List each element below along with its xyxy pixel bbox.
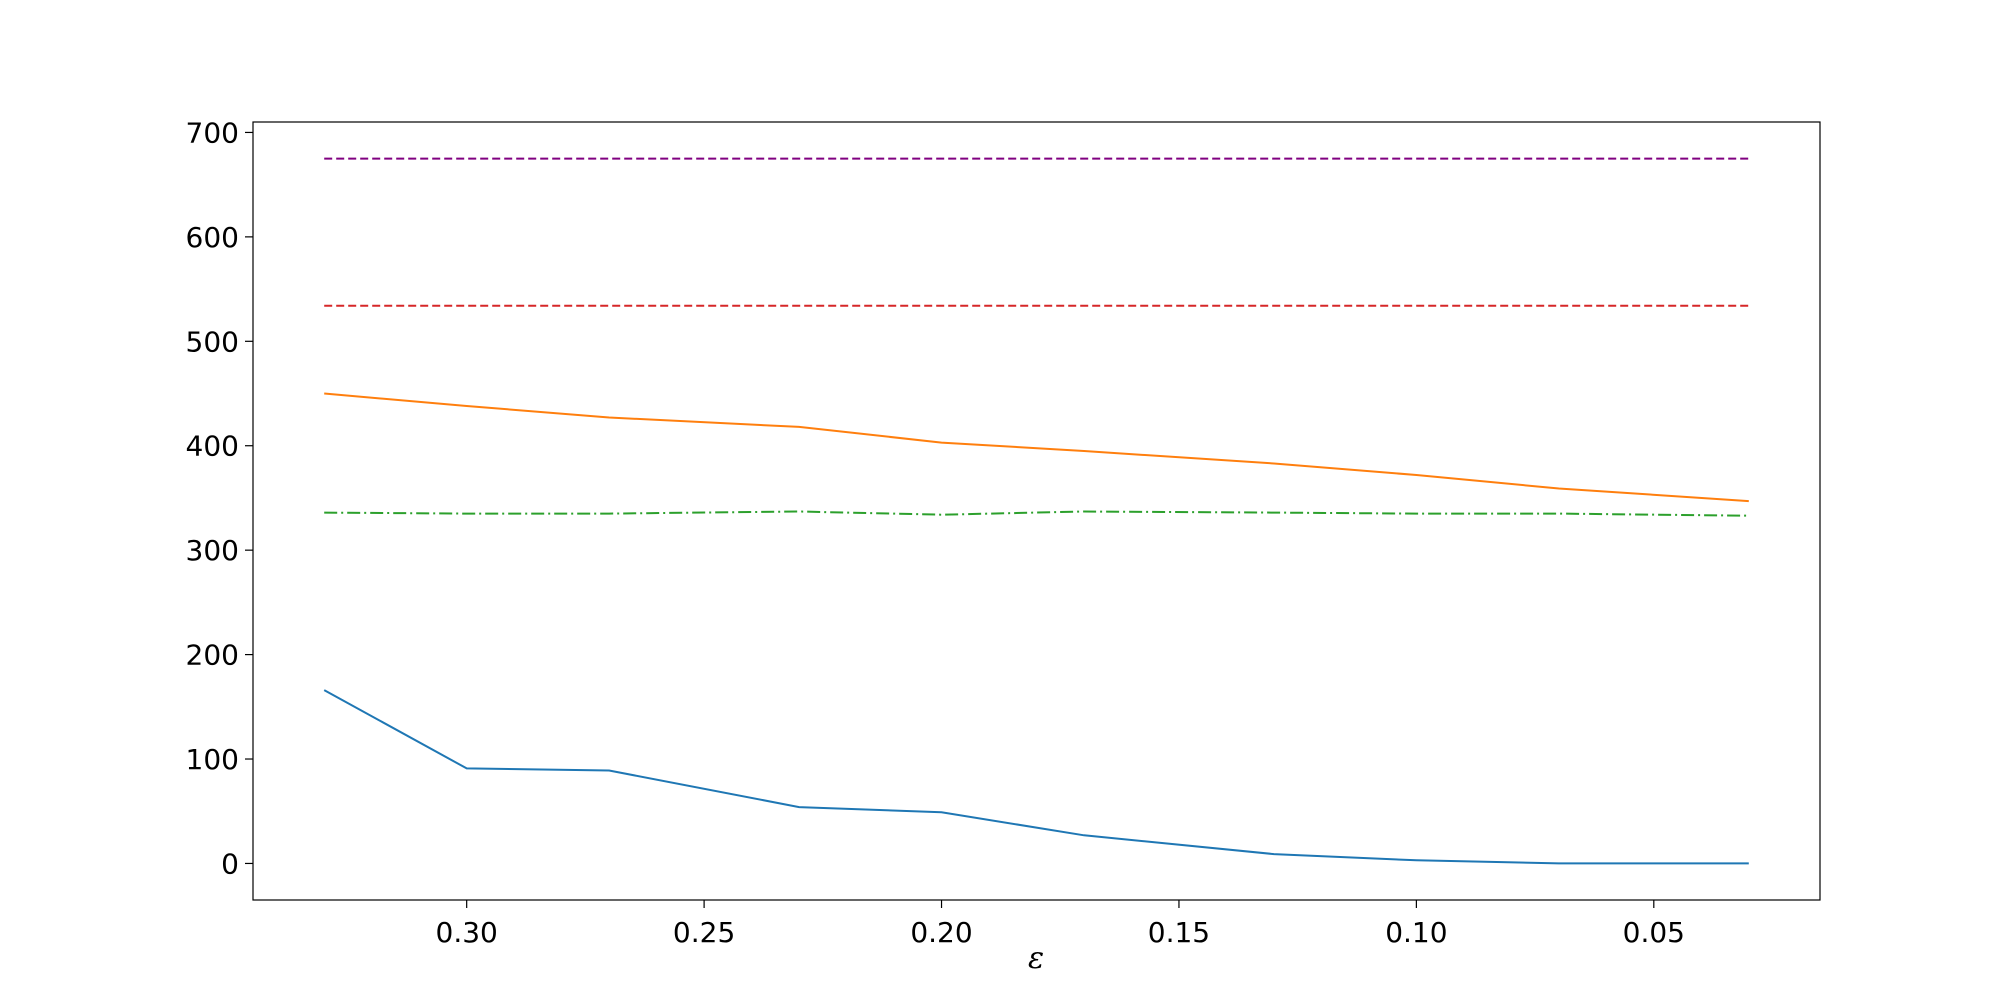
y-tick-label: 200 [186,639,239,672]
series-line-3 [324,510,1749,517]
series-layer [323,157,1749,865]
y-tick-label: 0 [221,847,239,880]
x-tick-label: 0.20 [910,916,972,949]
x-tick-label: 0.15 [1148,916,1210,949]
y-tick-label: 500 [186,325,239,358]
x-tick-label: 0.10 [1385,916,1447,949]
y-tick-label: 300 [186,534,239,567]
plot-frame [252,121,1821,901]
x-tick-label: 0.25 [673,916,735,949]
y-tick-label: 100 [186,743,239,776]
y-tick-label: 700 [186,116,239,149]
x-tick-label: 0.30 [436,916,498,949]
x-axis: 0.30 0.25 0.20 0.15 0.10 0.05 [436,900,1685,949]
y-tick-label: 600 [186,221,239,254]
y-axis: 0 100 200 300 400 500 600 700 [186,116,253,880]
x-tick-label: 0.05 [1623,916,1685,949]
series-line-2 [324,392,1749,503]
y-tick-label: 400 [186,430,239,463]
x-axis-label: ε [1028,941,1044,976]
series-line-1 [323,689,1749,865]
